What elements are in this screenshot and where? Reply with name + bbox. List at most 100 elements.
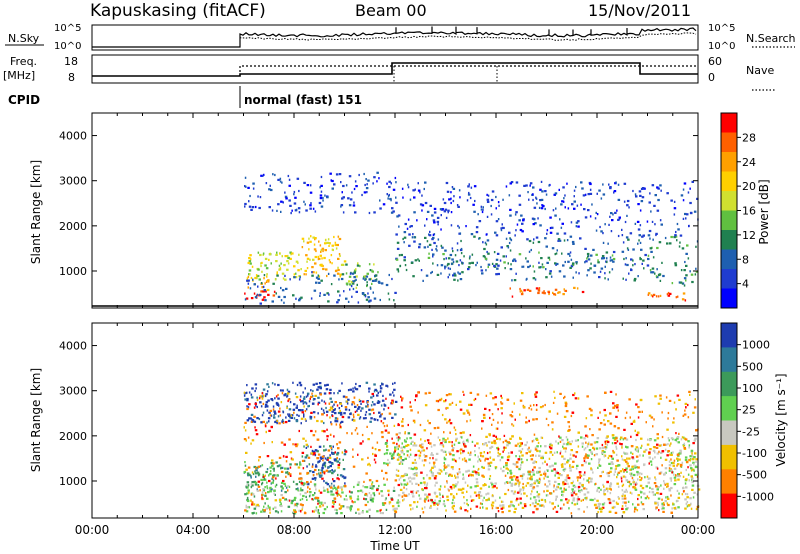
data-cell [447,257,451,260]
data-cell [248,257,251,260]
data-cell [540,266,542,269]
data-cell [329,172,332,175]
data-cell [565,476,568,479]
data-cell [540,180,543,183]
data-cell [391,437,393,440]
data-cell [421,443,424,446]
data-cell [563,503,565,506]
data-cell [331,408,334,411]
data-cell [520,461,523,464]
data-cell [482,255,486,258]
data-cell [522,219,525,222]
data-cell [569,441,571,444]
data-cell [437,400,440,403]
data-cell [266,481,268,484]
data-cell [366,272,369,275]
data-cell [489,392,493,395]
data-cell [536,202,538,205]
data-cell [567,482,569,485]
data-cell [560,203,563,206]
data-cell [535,508,539,511]
data-cell [443,201,447,205]
data-cell [477,494,480,497]
data-cell [431,452,433,455]
data-cell [532,473,536,476]
data-cell [487,468,491,471]
data-cell [349,272,352,275]
data-cell [587,454,590,457]
data-cell [321,413,324,416]
data-cell [549,446,551,449]
data-cell [649,460,653,463]
data-cell [555,470,558,473]
data-cell [397,447,399,451]
data-cell [449,393,452,396]
data-cell [567,421,570,424]
data-cell [670,461,674,465]
data-cell [598,458,601,461]
data-cell [335,173,339,176]
data-cell [481,420,484,423]
data-cell [449,453,452,456]
data-cell [403,474,405,477]
data-cell [629,232,633,235]
data-cell [494,231,497,234]
data-cell [509,287,511,290]
data-cell [260,262,262,265]
data-cell [676,295,679,298]
data-cell [418,259,420,262]
data-cell [606,257,608,260]
data-cell [274,506,277,509]
data-cell [288,414,291,417]
data-cell [301,506,304,509]
data-cell [501,223,503,226]
data-cell [248,391,251,394]
data-cell [536,485,539,488]
data-cell [572,454,574,457]
data-cell [403,498,405,501]
data-cell [666,293,669,296]
data-cell [340,512,343,515]
data-cell [268,206,271,209]
data-cell [442,253,445,256]
data-cell [322,511,325,515]
data-cell [508,231,511,234]
data-cell [264,474,266,477]
data-cell [654,478,657,481]
data-cell [370,396,373,399]
data-cell [685,478,688,481]
data-cell [407,432,411,435]
data-cell [319,491,323,494]
data-cell [634,488,638,491]
data-cell [262,478,265,481]
data-cell [506,444,509,447]
data-cell [300,268,302,271]
data-cell [377,271,379,274]
data-cell [354,500,356,504]
data-cell [469,391,473,394]
data-cell [244,176,247,179]
data-cell [597,511,599,514]
data-cell [484,483,487,486]
data-cell [374,448,377,451]
data-cell [654,272,656,275]
data-cell [615,447,618,450]
data-cell [529,504,532,507]
data-cell [464,445,467,448]
data-cell [682,199,685,202]
data-cell [287,505,291,508]
data-cell [422,449,426,452]
x-tick-label: 16:00 [479,523,514,537]
data-cell [268,479,271,483]
data-cell [483,496,485,499]
data-cell [639,484,643,487]
data-cell [265,430,267,434]
data-cell [535,454,537,457]
data-cell [630,472,633,475]
data-cell [639,478,642,482]
data-cell [367,296,370,299]
data-cell [456,242,459,245]
data-cell [251,420,253,423]
data-cell [269,486,272,489]
data-cell [261,481,264,484]
